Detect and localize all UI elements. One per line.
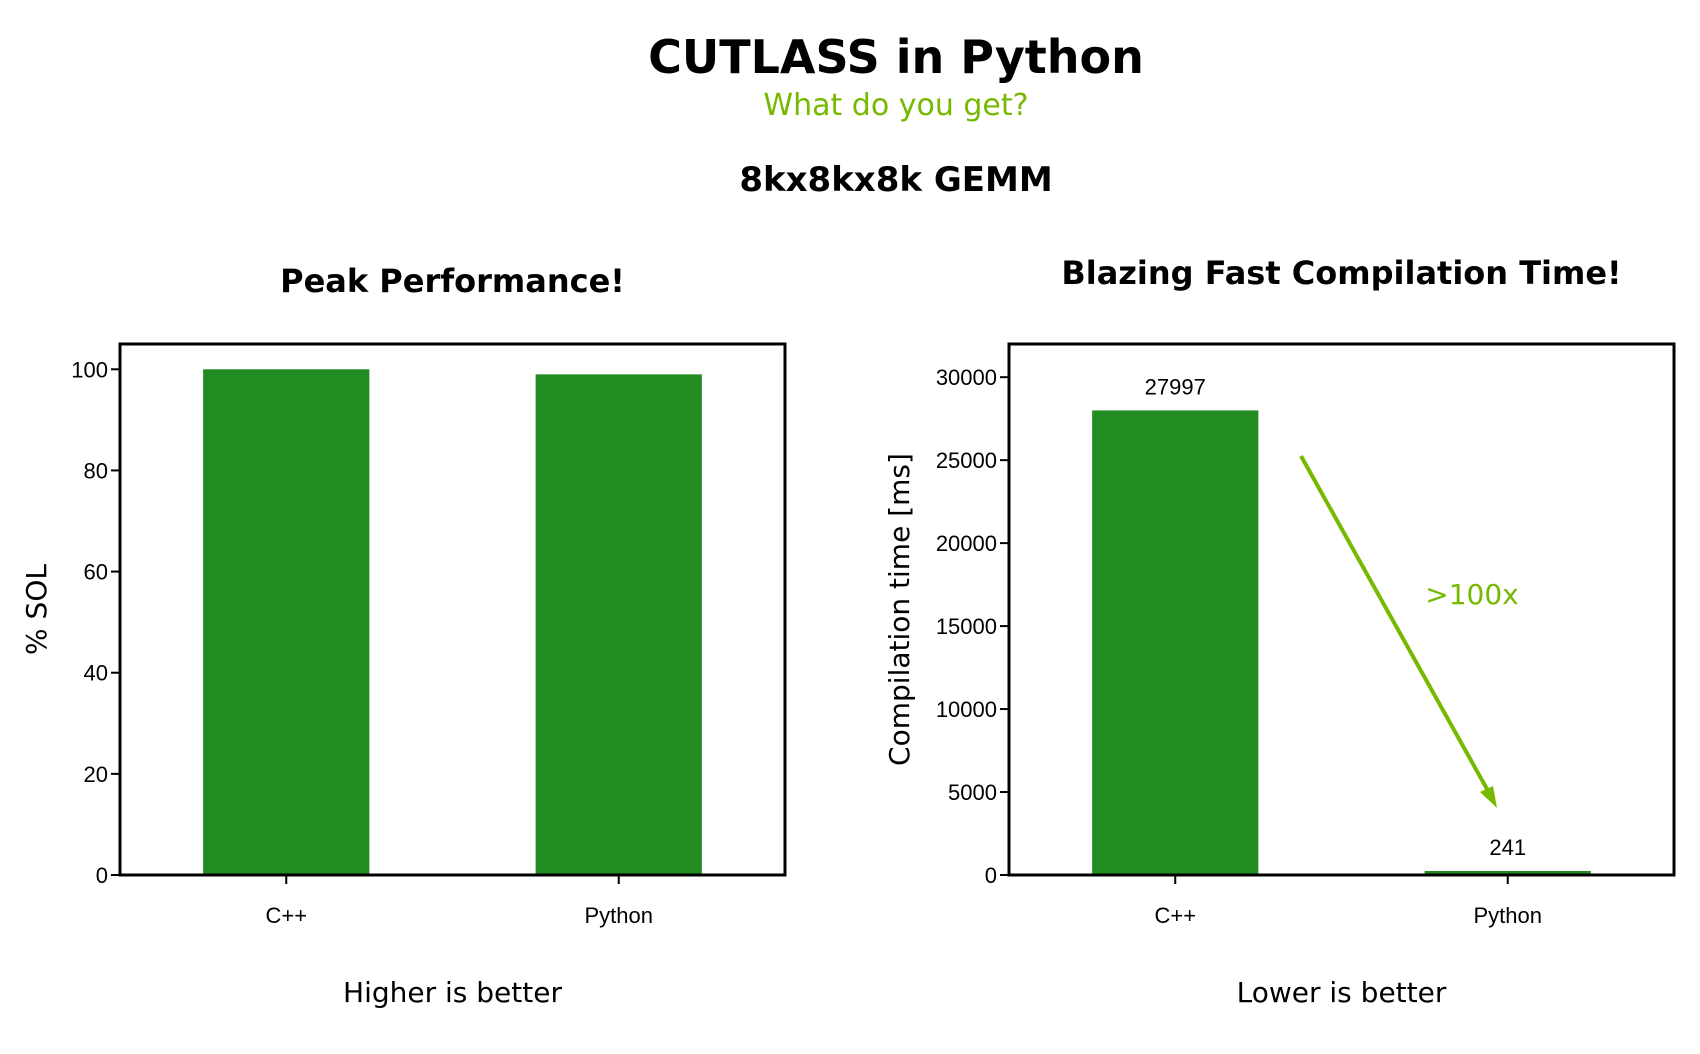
bar-cpp	[1092, 410, 1259, 875]
bar-python	[535, 374, 702, 875]
data-label: 241	[1489, 835, 1526, 860]
footnote: Higher is better	[343, 976, 562, 1009]
bar-cpp	[203, 369, 370, 875]
y-tick-label: 25000	[936, 448, 997, 473]
y-tick-label: 100	[71, 357, 108, 382]
footnote: Lower is better	[1237, 976, 1447, 1009]
y-tick-label: 20	[84, 762, 108, 787]
y-tick-label: 40	[84, 661, 108, 686]
y-tick-label: 80	[84, 458, 108, 483]
chart-title: Blazing Fast Compilation Time!	[1061, 254, 1621, 292]
y-tick-label: 15000	[936, 614, 997, 639]
y-tick-label: 20000	[936, 531, 997, 556]
y-tick-label: 60	[84, 560, 108, 585]
speedup-arrow-line	[1299, 455, 1494, 799]
bar-python	[1424, 871, 1591, 875]
chart-title: Peak Performance!	[280, 262, 625, 300]
section-title: 8kx8kx8k GEMM	[739, 160, 1053, 200]
y-tick-label: 10000	[936, 697, 997, 722]
x-tick-label: C++	[1154, 903, 1196, 928]
y-axis-label: Compilation time [ms]	[883, 453, 916, 766]
plot-frame	[118, 342, 787, 877]
y-tick-label: 30000	[936, 365, 997, 390]
y-tick-label: 5000	[948, 780, 997, 805]
y-axis-label: % SOL	[20, 564, 53, 655]
plot-frame	[1007, 342, 1676, 877]
x-tick-label: C++	[265, 903, 307, 928]
speedup-arrow-head	[1480, 786, 1497, 808]
x-tick-label: Python	[585, 903, 654, 928]
data-label: 27997	[1145, 374, 1206, 399]
y-tick-label: 0	[985, 863, 997, 888]
page-subtitle: What do you get?	[763, 88, 1029, 123]
x-tick-label: Python	[1474, 903, 1543, 928]
speedup-annotation: >100x	[1425, 578, 1518, 611]
y-tick-label: 0	[96, 863, 108, 888]
page-title: CUTLASS in Python	[648, 30, 1144, 84]
